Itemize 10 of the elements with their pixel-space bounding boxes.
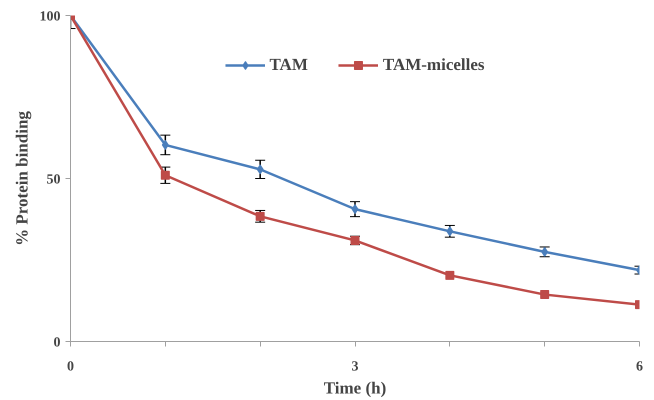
legend-label: TAM-micelles	[382, 55, 485, 75]
x-axis-title: Time (h)	[324, 378, 386, 398]
y-axis-title: % Protein binding	[12, 110, 32, 246]
x-tick-label: 3	[352, 360, 358, 374]
x-tick-label: 0	[67, 360, 74, 374]
x-tick-label: 6	[636, 360, 643, 374]
y-tick-label: 0	[54, 336, 60, 350]
y-tick-label: 50	[46, 172, 60, 188]
y-tick-label: 100	[40, 10, 60, 24]
legend-label: TAM	[269, 55, 308, 75]
